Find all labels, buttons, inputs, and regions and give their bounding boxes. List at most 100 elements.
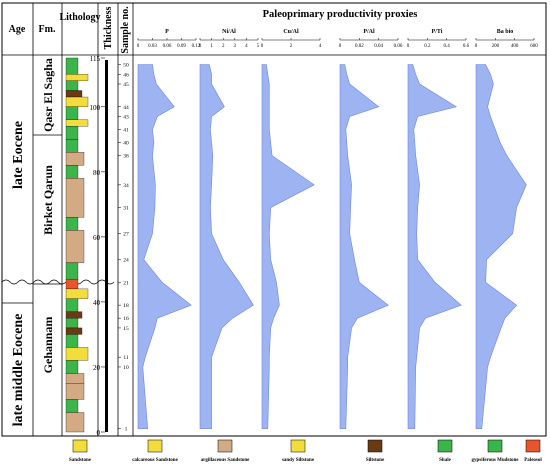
proxy-tick-label: 0.4 — [444, 44, 451, 49]
lithology-bed — [65, 126, 79, 140]
lithology-bed — [65, 230, 85, 264]
legend-swatch — [217, 439, 233, 453]
legend-swatch — [367, 439, 383, 453]
lithology-bed — [65, 139, 79, 153]
sample-label: 41 — [123, 128, 129, 134]
lithology-bed — [65, 327, 83, 335]
proxy-tick-label: 2 — [222, 44, 225, 49]
sample-label: 18 — [123, 303, 129, 309]
proxy-name: P/Al — [363, 29, 375, 35]
proxy-name: P/Ti — [432, 29, 443, 35]
lithology-bed — [65, 399, 79, 413]
sample-label: 46 — [123, 72, 129, 78]
proxy-panels: P 0 0.03 0.06 0.09 0.12 Ni/Al 0 1 2 3 4 5 Cu/Al 0 2 4 P/A… — [137, 29, 538, 430]
proxy-curve — [475, 64, 527, 430]
legend-label: Sandstone — [69, 458, 92, 463]
lithology-bed — [65, 96, 89, 107]
proxy-name: Cu/Al — [283, 29, 299, 35]
lithology-bed — [65, 311, 83, 319]
sample-label: 31 — [123, 206, 129, 212]
sample-label: 34 — [123, 183, 129, 189]
thickness-tick-label: 100 — [90, 104, 101, 112]
sample-label: 10 — [123, 365, 129, 371]
lithology-bed — [65, 288, 89, 299]
proxy-tick-label: 0.09 — [177, 44, 186, 49]
formation-header: Fm. — [39, 24, 56, 35]
lithology-bed — [65, 106, 79, 120]
sample-label: 24 — [123, 258, 129, 264]
lithology-bed — [65, 412, 85, 433]
formation-qasr-el-sagha: Qasr El Sagha — [41, 58, 55, 132]
lithology-bed — [65, 217, 79, 231]
figure-frame — [1, 2, 547, 437]
proxy-tick-label: 0 — [261, 44, 264, 49]
proxy-name: Ni/Al — [222, 29, 236, 35]
proxy-tick-label: 2 — [290, 44, 293, 49]
sample-label: 50 — [123, 63, 129, 69]
proxy-tick-label: 0.02 — [355, 44, 364, 49]
proxy-tick-label: 3 — [234, 44, 237, 49]
sample-label: 16 — [123, 316, 129, 322]
thickness-tick-label: 80 — [93, 169, 101, 177]
proxy-name: P — [165, 29, 169, 35]
proxy-tick-label: 400 — [511, 44, 519, 49]
lithology-bed — [65, 152, 85, 166]
legend-label: Siltstone — [366, 458, 385, 463]
lithology-bed — [65, 57, 79, 75]
sample-label: 27 — [123, 232, 129, 238]
proxy-tick-label: 600 — [530, 44, 538, 49]
thickness-tick-label: 115 — [90, 55, 101, 63]
legend-swatch — [437, 439, 453, 453]
proxy-tick-label: 1 — [210, 44, 213, 49]
proxy-tick-label: 0.6 — [463, 44, 470, 49]
formation-birket-qarun: Birket Qarun — [41, 165, 55, 235]
proxy-tick-label: 0.06 — [394, 44, 403, 49]
proxy-tick-label: 0 — [199, 44, 202, 49]
lithology-header: Lithology — [59, 12, 100, 23]
proxy-tick-label: 200 — [492, 44, 500, 49]
legend-label: gypsiferous Mudstone — [472, 458, 520, 463]
lithology-bed — [65, 178, 85, 218]
thickness-tick-label: 20 — [93, 364, 101, 372]
lithology-bed — [65, 262, 79, 280]
sample-label: 21 — [123, 280, 129, 286]
proxy-curve — [407, 64, 462, 430]
proxy-tick-label: 0.04 — [374, 44, 383, 49]
proxy-tick-label: 0 — [137, 44, 140, 49]
proxy-tick-label: 4 — [245, 44, 248, 49]
lithology-bed — [65, 80, 79, 91]
lithology-bed — [65, 278, 79, 290]
lithology-bed — [65, 90, 83, 98]
proxy-curve — [199, 64, 254, 430]
lithology-bed — [65, 298, 79, 312]
sample-label: 45 — [123, 82, 129, 88]
sample-no-header: Sample no. — [120, 6, 131, 54]
lithology-bed — [65, 373, 85, 384]
lithology-bed — [65, 334, 79, 348]
lithology-bed — [65, 165, 79, 179]
proxy-tick-label: 0 — [339, 44, 342, 49]
thickness-tick-label: 40 — [93, 299, 101, 307]
proxy-tick-label: 0.06 — [163, 44, 172, 49]
lithology-column — [65, 57, 89, 433]
proxy-curve — [261, 64, 315, 430]
legend: Sandstone calcareous Sandstone argillaceou… — [69, 439, 542, 463]
proxy-name: Ba bio — [497, 29, 514, 35]
thickness-bar — [105, 60, 108, 432]
proxy-tick-label: 0.12 — [192, 44, 201, 49]
lithology-bed — [65, 347, 89, 361]
thickness-tick-label: 0 — [97, 429, 101, 437]
proxy-curve — [137, 64, 192, 430]
lithology-bed — [65, 383, 85, 400]
thickness-tick-label: 60 — [93, 234, 101, 242]
thickness-header: Thickness — [103, 6, 114, 49]
legend-label: Shale — [439, 458, 451, 463]
proxy-tick-label: 4 — [319, 44, 322, 49]
age-header: Age — [9, 24, 26, 35]
legend-label: calcareous Sandstone — [132, 458, 178, 463]
legend-swatch — [525, 439, 541, 453]
lithology-bed — [65, 119, 89, 127]
sample-label: 11 — [123, 355, 129, 361]
formation-gehannam: Gehannam — [41, 317, 55, 374]
